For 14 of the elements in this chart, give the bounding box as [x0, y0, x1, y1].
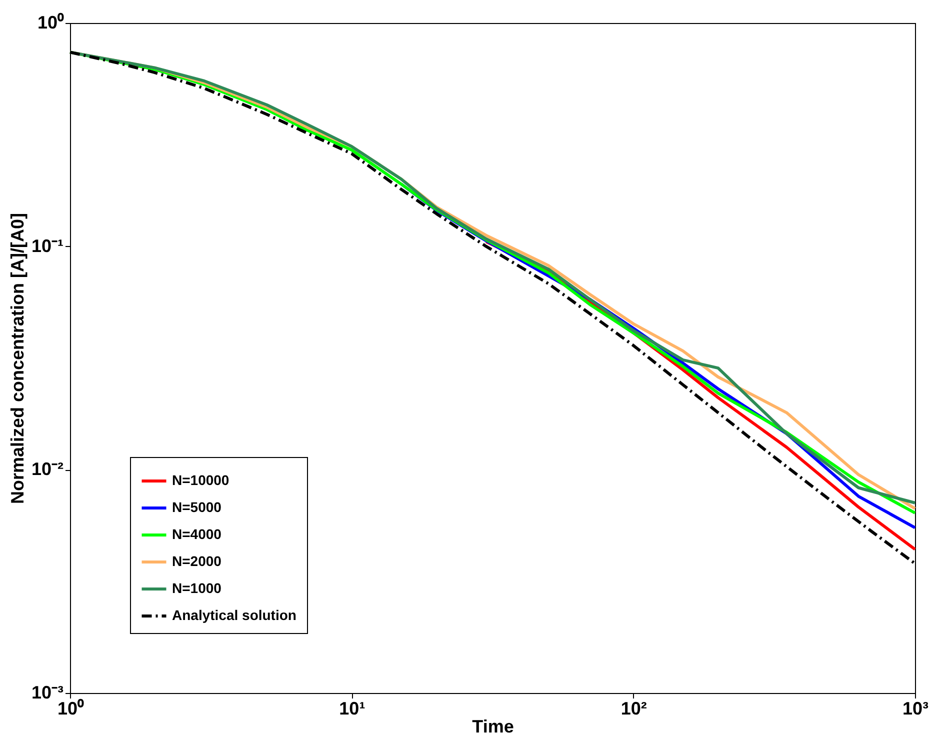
x-tick-label: 10² — [620, 698, 647, 718]
y-axis-title: Normalized concentration [A]/[A0] — [7, 212, 28, 504]
x-tick-label: 10³ — [902, 698, 929, 718]
legend-label: Analytical solution — [172, 607, 296, 623]
legend-label: N=1000 — [172, 580, 222, 596]
x-tick-label: 10¹ — [339, 698, 366, 718]
x-axis-title: Time — [472, 716, 514, 736]
legend-label: N=5000 — [172, 499, 222, 515]
legend-label: N=10000 — [172, 472, 230, 488]
y-tick-label: 10⁰ — [37, 12, 64, 32]
legend-label: N=4000 — [172, 526, 222, 542]
y-tick-label: 10⁻² — [31, 459, 64, 480]
legend-label: N=2000 — [172, 553, 222, 569]
y-tick-label: 10⁻¹ — [31, 236, 64, 256]
